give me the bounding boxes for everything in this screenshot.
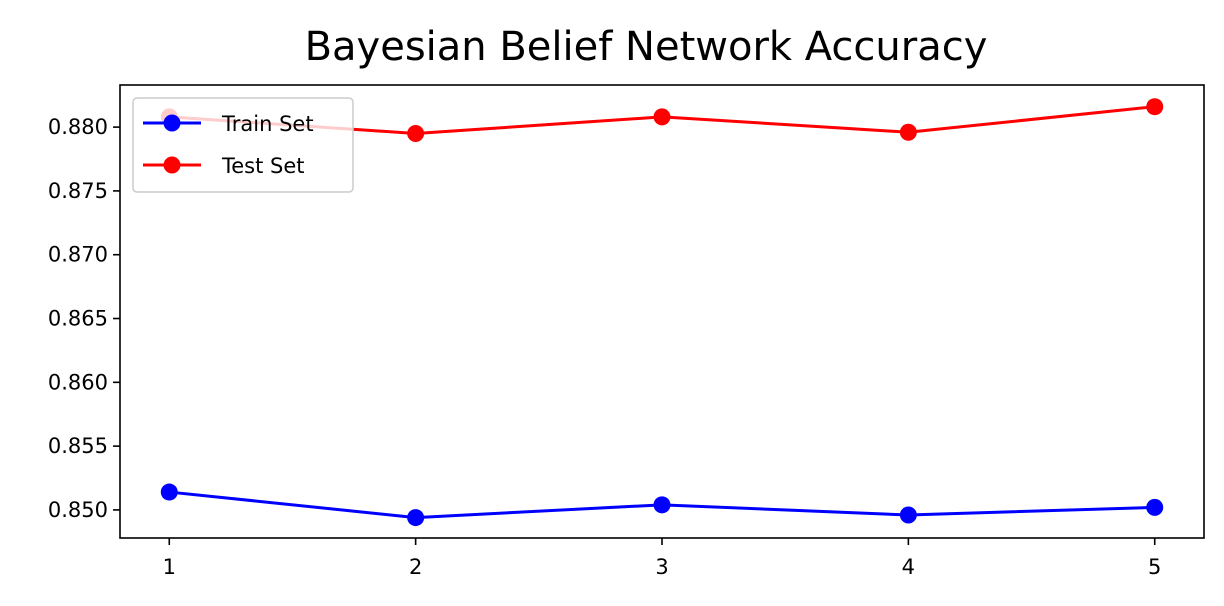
data-point-train-set xyxy=(899,506,917,524)
x-axis: 1 2 3 4 5 xyxy=(163,538,1161,579)
y-axis: 0.850 0.855 0.860 0.865 0.870 0.875 0.880 xyxy=(48,115,120,522)
y-tick-label: 0.870 xyxy=(48,243,108,267)
legend: Train Set Test Set xyxy=(132,97,354,193)
chart-title: Bayesian Belief Network Accuracy xyxy=(305,24,988,70)
x-tick-label: 2 xyxy=(409,555,422,579)
y-tick-label: 0.850 xyxy=(48,498,108,522)
legend-label-train-set: Train Set xyxy=(221,112,314,136)
y-tick-label: 0.860 xyxy=(48,370,108,394)
legend-label-test-set: Test Set xyxy=(221,154,305,178)
y-tick-label: 0.865 xyxy=(48,307,108,331)
data-point-train-set xyxy=(407,509,425,527)
data-point-test-set xyxy=(899,123,917,141)
legend-marker-train-set xyxy=(163,114,181,132)
y-tick-label: 0.875 xyxy=(48,179,108,203)
y-tick-label: 0.855 xyxy=(48,434,108,458)
data-point-train-set xyxy=(160,483,178,501)
legend-marker-test-set xyxy=(163,156,181,174)
data-point-test-set xyxy=(407,124,425,142)
x-tick-label: 5 xyxy=(1148,555,1161,579)
data-point-test-set xyxy=(653,108,671,126)
data-point-train-set xyxy=(653,496,671,514)
data-point-test-set xyxy=(1146,98,1164,116)
data-point-train-set xyxy=(1146,498,1164,516)
x-tick-label: 1 xyxy=(163,555,176,579)
y-tick-label: 0.880 xyxy=(48,115,108,139)
x-tick-label: 4 xyxy=(902,555,915,579)
x-tick-label: 3 xyxy=(655,555,668,579)
